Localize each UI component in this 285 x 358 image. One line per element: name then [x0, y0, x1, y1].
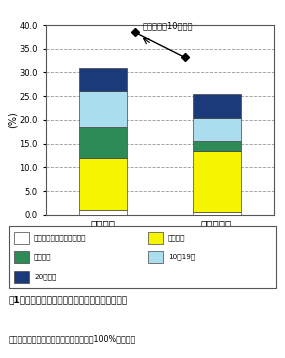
Bar [79, 68, 127, 91]
Bar [148, 251, 163, 262]
FancyBboxPatch shape [9, 226, 276, 288]
Bar [79, 210, 127, 215]
Bar [14, 271, 28, 282]
Text: 帰省頻度年10回以上: 帰省頻度年10回以上 [142, 22, 193, 31]
Bar [79, 91, 127, 127]
Bar [193, 94, 241, 117]
Bar [193, 151, 241, 212]
Bar [193, 117, 241, 141]
Text: 注）「手伝い無し」の回答をあわせると100%となる。: 注）「手伝い無し」の回答をあわせると100%となる。 [9, 335, 136, 344]
Bar [148, 232, 163, 244]
Bar [14, 251, 28, 262]
Bar [193, 141, 241, 151]
Bar [14, 232, 28, 244]
Bar [193, 212, 241, 215]
Bar [79, 127, 127, 158]
Text: 図1　高齢世帯の他出子弟の帰省・農作業手伝い: 図1 高齢世帯の他出子弟の帰省・農作業手伝い [9, 295, 128, 304]
Text: 農作業手伝有・日数無回答: 農作業手伝有・日数無回答 [34, 235, 87, 241]
Text: 10～19日: 10～19日 [168, 253, 195, 260]
Bar [79, 158, 127, 210]
Text: １～４日: １～４日 [168, 235, 186, 241]
Text: ５～９日: ５～９日 [34, 253, 52, 260]
Text: 20日以上: 20日以上 [34, 274, 56, 280]
Y-axis label: (%): (%) [8, 112, 18, 128]
